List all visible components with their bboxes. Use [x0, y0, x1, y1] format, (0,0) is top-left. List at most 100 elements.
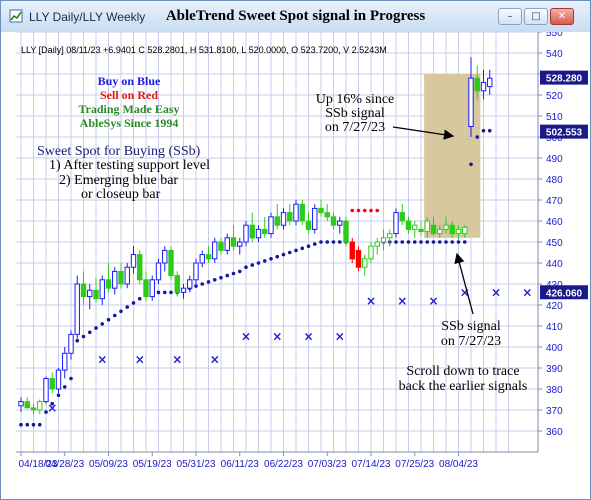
candles-layer	[18, 57, 493, 415]
stop-dot	[312, 242, 317, 246]
candle	[318, 200, 324, 217]
close-button[interactable]: ✕	[550, 8, 574, 25]
x-tick-label: 07/14/23	[352, 459, 391, 470]
stop-dot	[250, 263, 255, 267]
candle-body	[174, 275, 180, 293]
candle-body	[487, 77, 493, 88]
candle	[118, 263, 124, 289]
candle	[62, 347, 68, 379]
stop-dot	[431, 240, 436, 244]
price-label-text: 502.553	[546, 128, 583, 139]
candle-body	[287, 212, 293, 222]
price-chart[interactable]: ××××××××××××××× 360370380390400410420430…	[1, 32, 590, 499]
stop-dot	[81, 334, 86, 339]
candle-body	[455, 228, 462, 235]
candle-body	[37, 401, 43, 411]
candle	[80, 271, 87, 305]
up-note-arrow	[392, 126, 455, 140]
candle-body	[224, 237, 230, 251]
candle	[143, 271, 149, 301]
candle-body	[249, 224, 255, 239]
stop-dot	[75, 338, 80, 343]
candle-body	[262, 228, 268, 235]
x-tick-label: 07/25/23	[395, 459, 434, 470]
candle-body	[149, 279, 155, 298]
candle-body	[255, 228, 262, 239]
stop-dot	[450, 240, 455, 244]
stop-dot	[256, 261, 261, 265]
candle	[68, 330, 74, 360]
y-tick-label: 360	[546, 427, 563, 438]
stop-dot	[44, 410, 48, 414]
candle	[430, 216, 437, 236]
x-tick-label: 04/28/23	[45, 459, 84, 470]
restore-button[interactable]: □	[524, 8, 548, 25]
candle-body	[362, 258, 368, 268]
close-icon: ✕	[557, 11, 567, 22]
stop-dot	[237, 269, 242, 274]
y-tick-label: 420	[546, 301, 563, 312]
price-label-text: 528.280	[546, 74, 583, 85]
candle	[268, 212, 274, 238]
stop-dot	[206, 280, 211, 284]
candle-body	[55, 369, 62, 390]
stop-dot	[300, 246, 305, 251]
candle	[24, 397, 30, 409]
candle	[137, 250, 143, 284]
candle-body	[187, 279, 193, 289]
candle	[418, 221, 424, 236]
candle-body	[387, 233, 393, 239]
price-label: 426.060	[540, 285, 588, 300]
y-tick-label: 370	[546, 406, 563, 417]
stop-dot	[225, 273, 230, 278]
restore-icon: □	[531, 11, 541, 22]
y-tick-label: 540	[546, 49, 563, 60]
candle	[243, 221, 249, 247]
candle	[405, 216, 412, 234]
x-signal-marker: ×	[491, 285, 501, 299]
candle	[168, 246, 174, 280]
stop-dot	[275, 254, 280, 259]
candle	[274, 204, 280, 230]
candle-body	[405, 220, 412, 230]
candle-body	[62, 352, 68, 371]
candle	[299, 200, 305, 226]
x-tick-label: 05/31/23	[177, 459, 216, 470]
candle	[212, 237, 218, 263]
candle	[237, 237, 243, 255]
stop-dot	[400, 240, 405, 244]
candle-body	[305, 220, 312, 230]
candle-body	[468, 77, 474, 127]
tab-title[interactable]: LLY Daily/LLY Weekly	[29, 10, 146, 24]
y-tick-label: 400	[546, 343, 563, 354]
candle	[74, 275, 80, 339]
candle-body	[380, 237, 387, 243]
stop-dot	[294, 248, 298, 253]
candle	[105, 263, 112, 293]
stop-dot	[69, 376, 73, 381]
header-line: LLY [Daily] 08/11/23 +6.9401 C 528.2801,…	[21, 45, 387, 55]
price-label-bg	[540, 70, 588, 85]
minimize-button[interactable]: –	[498, 8, 522, 25]
candle	[449, 221, 455, 238]
x-tick-label: 05/09/23	[89, 459, 128, 470]
candle	[162, 246, 168, 272]
candle	[462, 225, 468, 238]
candle	[387, 229, 393, 247]
y-tick-label: 390	[546, 364, 563, 375]
x-signal-marker: ×	[460, 285, 470, 299]
candle-body	[393, 212, 399, 235]
candle-body	[237, 241, 243, 247]
stop-dot	[444, 240, 448, 244]
stop-dot	[419, 240, 423, 244]
y-tick-label: 490	[546, 154, 563, 165]
candle	[474, 65, 480, 100]
stop-dots-layer	[19, 128, 492, 427]
stop-dot	[287, 250, 292, 255]
candle-body	[437, 228, 443, 235]
stop-dot	[325, 240, 330, 244]
sweet-spot-title: Sweet Spot for Buying (SSb)	[37, 144, 201, 159]
y-tick-label: 460	[546, 217, 563, 228]
candle-body	[430, 224, 437, 235]
